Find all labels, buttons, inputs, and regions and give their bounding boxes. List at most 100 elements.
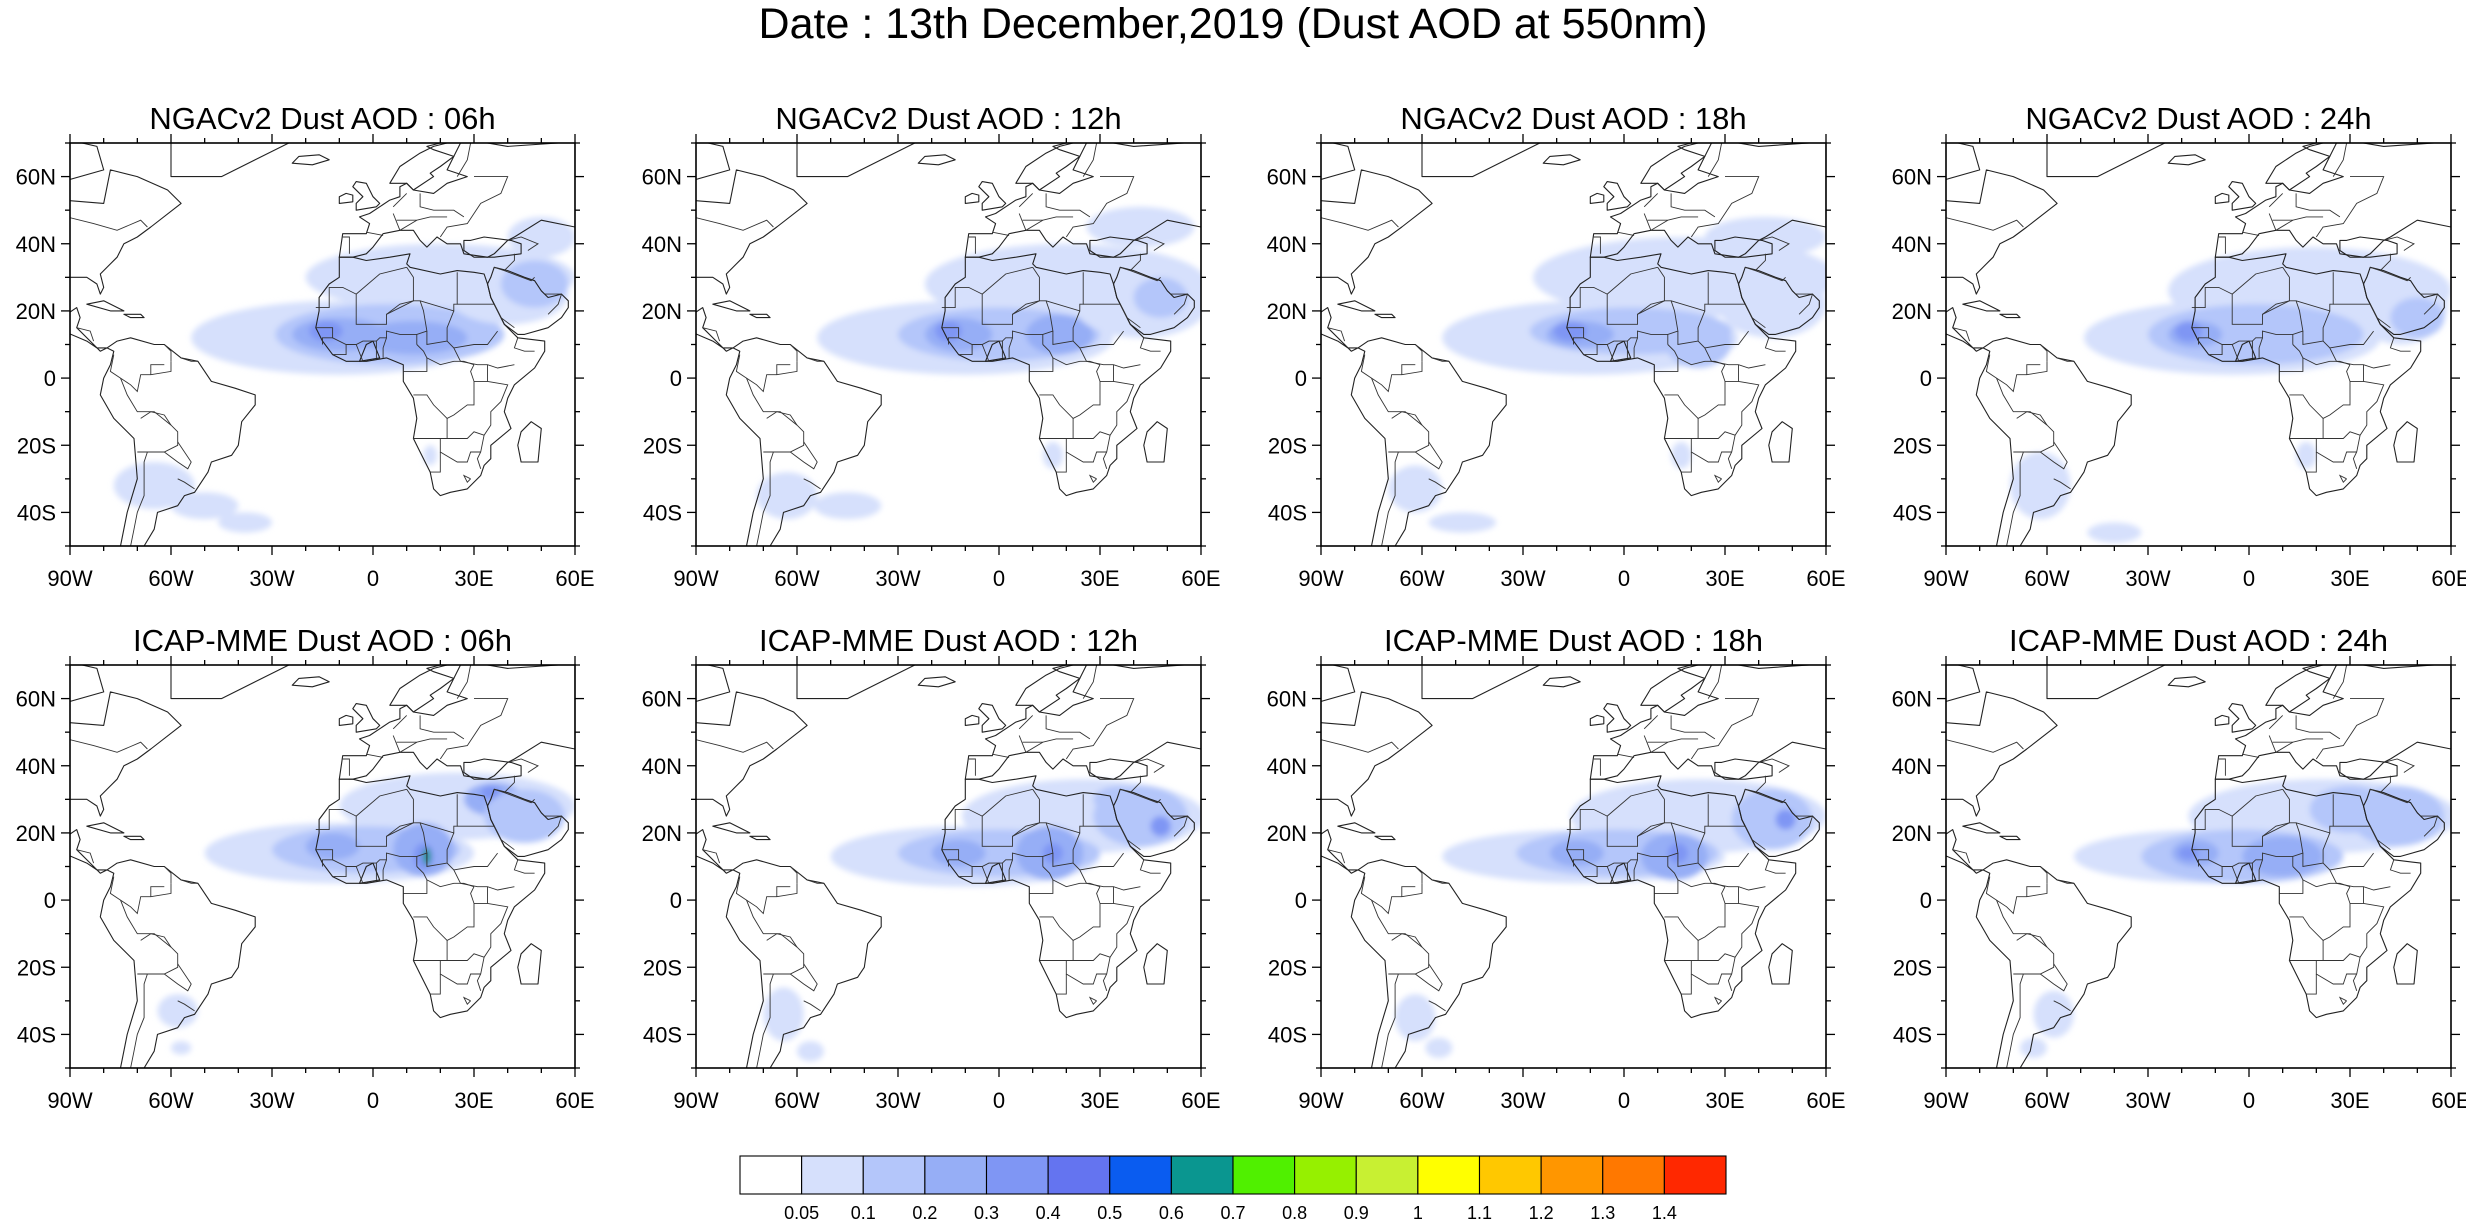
- lat-tick-label: 20N: [16, 821, 56, 846]
- lat-tick-label: 40S: [17, 500, 56, 525]
- coastlines: [696, 665, 1201, 1068]
- dust-aod-field: [113, 216, 575, 533]
- colorbar-swatch: [801, 1155, 864, 1195]
- dust-plume: [507, 216, 575, 258]
- map-area: [696, 665, 1201, 1068]
- lat-tick-label: 60N: [16, 687, 56, 712]
- country-borders: [696, 665, 1189, 1068]
- country-borders: [1946, 143, 2439, 546]
- dust-plume: [1553, 320, 1587, 342]
- coastlines: [1321, 665, 1826, 1068]
- lat-tick-label: 40N: [16, 754, 56, 779]
- lon-tick-label: 30W: [2125, 1088, 2170, 1113]
- lat-tick-label: 40S: [1893, 500, 1932, 525]
- lat-tick-label: 20N: [16, 299, 56, 324]
- colorbar-label: 0.7: [1220, 1203, 1245, 1222]
- lat-tick-label: 20S: [643, 433, 682, 458]
- lat-tick-label: 20S: [1893, 955, 1932, 980]
- dust-aod-field: [763, 779, 1201, 1062]
- panel-title: ICAP-MME Dust AOD : 24h: [2009, 623, 2388, 658]
- colorbar-swatch: [1355, 1155, 1419, 1195]
- lat-tick-label: 40N: [1267, 754, 1307, 779]
- lon-tick-label: 30E: [1080, 566, 1119, 591]
- map-panel: ICAP-MME Dust AOD : 24h 90W 60W 30W 0 30E 60E 6…: [1892, 623, 2466, 1113]
- dust-plume: [1775, 809, 1796, 830]
- panel-title: ICAP-MME Dust AOD : 06h: [133, 623, 512, 658]
- colorbar-swatch: [924, 1155, 988, 1195]
- colorbar-swatch: [1417, 1155, 1481, 1195]
- lon-tick-label: 60E: [555, 1088, 594, 1113]
- dust-plume: [500, 260, 569, 308]
- colorbar-label: 1.1: [1467, 1203, 1492, 1222]
- lat-tick-label: 40N: [642, 754, 682, 779]
- axis-ticks: [687, 134, 1210, 555]
- lon-tick-label: 60W: [148, 566, 193, 591]
- colorbar-label: 1.2: [1529, 1203, 1554, 1222]
- axis-ticks: [1312, 134, 1835, 555]
- lon-tick-label: 60W: [774, 566, 819, 591]
- coastlines: [1321, 143, 1826, 546]
- map-panel: NGACv2 Dust AOD : 06h 90W 60W 30W 0 30E 60E 60N…: [16, 101, 595, 591]
- dust-plume: [1133, 277, 1188, 318]
- axis-ticks: [1937, 134, 2460, 555]
- lon-tick-label: 30E: [454, 566, 493, 591]
- dust-plume: [2174, 320, 2202, 342]
- lon-tick-label: 60W: [1399, 1088, 1444, 1113]
- lon-tick-label: 0: [367, 566, 379, 591]
- dust-plume: [763, 987, 804, 1042]
- colorbar-swatch: [1232, 1155, 1296, 1195]
- map-area: [1946, 143, 2451, 546]
- lon-tick-label: 0: [2243, 1088, 2255, 1113]
- lon-tick-label: 30W: [2125, 566, 2170, 591]
- axis-ticks: [61, 134, 584, 555]
- colorbar-label: 0.3: [974, 1203, 999, 1222]
- dust-plume: [1671, 441, 1692, 469]
- lat-tick-label: 40N: [642, 232, 682, 257]
- panel-title: ICAP-MME Dust AOD : 12h: [759, 623, 1138, 658]
- lon-tick-label: 30W: [875, 566, 920, 591]
- map-area: [1946, 665, 2451, 1068]
- lat-tick-label: 40S: [643, 500, 682, 525]
- map-area: [1321, 665, 1826, 1068]
- lat-tick-label: 40S: [17, 1022, 56, 1047]
- dust-aod-field: [1388, 216, 1826, 533]
- lon-tick-label: 60E: [1806, 1088, 1845, 1113]
- dust-plume: [797, 1041, 824, 1062]
- lon-tick-label: 0: [367, 1088, 379, 1113]
- colorbar-label: 0.8: [1282, 1203, 1307, 1222]
- lat-tick-label: 60N: [1892, 687, 1932, 712]
- map-panel: NGACv2 Dust AOD : 18h 90W 60W 30W 0 30E 60E 60N…: [1267, 101, 1846, 591]
- country-borders: [70, 665, 563, 1068]
- lat-tick-label: 20S: [643, 955, 682, 980]
- lat-tick-label: 20S: [1268, 955, 1307, 980]
- lon-tick-label: 60W: [774, 1088, 819, 1113]
- dust-plume: [305, 832, 360, 860]
- lat-tick-label: 20N: [642, 299, 682, 324]
- lon-tick-label: 90W: [1923, 566, 1968, 591]
- dust-plume: [1428, 512, 1497, 533]
- panel-title: NGACv2 Dust AOD : 12h: [775, 101, 1121, 136]
- colorbar-swatch: [862, 1155, 926, 1195]
- dust-plume: [1549, 839, 1604, 867]
- lon-tick-label: 0: [1618, 566, 1630, 591]
- lat-tick-label: 40S: [643, 1022, 682, 1047]
- dust-plume: [1718, 270, 1826, 338]
- lat-tick-label: 60N: [16, 165, 56, 190]
- dust-plume: [1731, 789, 1813, 850]
- lat-tick-label: 40N: [16, 232, 56, 257]
- lat-tick-label: 0: [670, 366, 682, 391]
- map-area: [696, 143, 1201, 546]
- lon-tick-label: 90W: [1923, 1088, 1968, 1113]
- map-area: [70, 665, 575, 1068]
- lon-tick-label: 90W: [47, 1088, 92, 1113]
- map-area: [1321, 143, 1826, 546]
- colorbar-label: 0.6: [1159, 1203, 1184, 1222]
- colorbar-swatch: [1540, 1155, 1604, 1195]
- lon-tick-label: 30E: [2330, 566, 2369, 591]
- coastlines: [70, 665, 575, 1068]
- lon-tick-label: 0: [993, 566, 1005, 591]
- lon-tick-label: 0: [993, 1088, 1005, 1113]
- lat-tick-label: 20N: [1267, 299, 1307, 324]
- lat-tick-label: 0: [670, 888, 682, 913]
- lat-tick-label: 60N: [1267, 687, 1307, 712]
